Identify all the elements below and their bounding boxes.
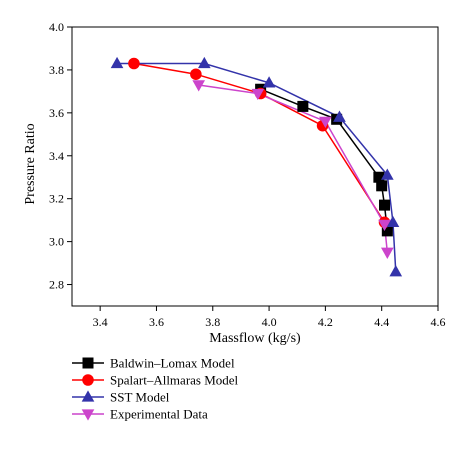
data-point-s1-4: [373, 171, 385, 183]
x-tick-label-5: 4.2: [318, 315, 333, 329]
legend: Baldwin–Lomax Model Spalart–Allmaras Mode…: [72, 356, 239, 422]
y-tick-label-4: 3.4: [49, 149, 64, 163]
legend-label-3: SST Model: [110, 390, 170, 405]
data-point-s3-3: [262, 76, 276, 88]
series-line-1: [260, 88, 389, 231]
data-point-s3-2: [197, 56, 211, 69]
data-point-s3-6: [386, 215, 400, 227]
legend-label-2: Spalart–Allmaras Model: [110, 373, 239, 388]
y-tick-label-3: 3.2: [49, 192, 64, 206]
data-point-s1-2: [297, 100, 309, 112]
legend-label-1: Baldwin–Lomax Model: [110, 356, 235, 371]
data-point-s4-3: [319, 116, 332, 129]
x-tick-label-3: 3.8: [205, 315, 220, 329]
data-point-s4-5: [380, 247, 394, 259]
legend-marker-2: [82, 374, 94, 386]
y-tick-label-2: 3.0: [49, 235, 64, 249]
y-axis-label: Pressure Ratio: [23, 123, 38, 204]
legend-marker-3: [81, 390, 95, 402]
data-point-s1-6: [379, 199, 391, 211]
x-tick-label-6: 4.4: [374, 315, 389, 329]
data-point-s1-7: [381, 225, 393, 237]
data-point-s4-2: [251, 88, 265, 101]
legend-marker-4: [81, 409, 95, 421]
data-point-s3-4: [333, 110, 346, 122]
legend-marker-1: [82, 357, 94, 369]
data-point-s2-1: [128, 57, 140, 70]
data-point-s1-5: [376, 180, 388, 192]
x-tick-label-7: 4.6: [431, 315, 446, 329]
plot-frame: [71, 26, 439, 307]
x-tick-label-2: 3.6: [149, 315, 164, 329]
data-point-s2-2: [190, 68, 202, 80]
data-point-s4-1: [192, 80, 206, 92]
plot-area: [110, 56, 403, 277]
data-point-s3-1: [110, 56, 124, 69]
y-tick-label-6: 3.8: [49, 63, 64, 77]
axes: 3.4 3.6 3.8 4.0 4.2 4.4 4.6 2.8 3.0 3.2 3.4 3.6 3.8 4…: [49, 20, 446, 329]
data-point-s3-5: [380, 168, 394, 180]
x-tick-label-4: 4.0: [262, 315, 277, 329]
x-axis-label: Massflow (kg/s): [209, 331, 301, 346]
y-tick-label-5: 3.6: [49, 106, 64, 120]
data-point-s3-7: [389, 265, 403, 277]
data-point-s4-4: [378, 219, 391, 232]
x-tick-label-1: 3.4: [93, 315, 108, 329]
y-tick-label-1: 2.8: [49, 278, 64, 292]
y-tick-label-7: 4.0: [49, 20, 64, 34]
legend-label-4: Experimental Data: [110, 407, 208, 422]
